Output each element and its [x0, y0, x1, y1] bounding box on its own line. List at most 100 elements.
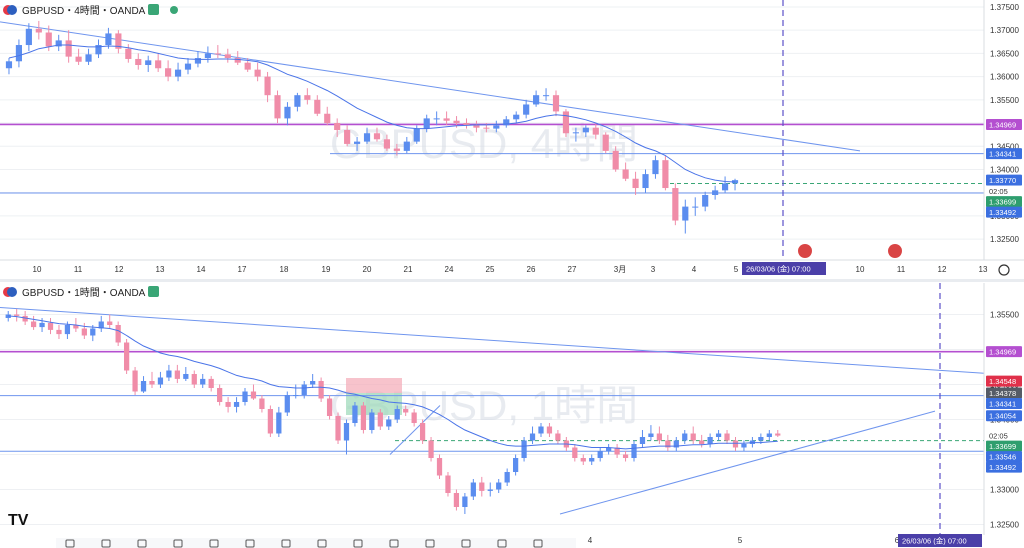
top-time-axis[interactable]: 10 11 12 13 14 17 18 19 20 21 24 25 26 27 3月 3 4 5 10 11 12 1… [0, 261, 1024, 279]
price-badge-purple-level[interactable]: 1.34969 [986, 346, 1022, 358]
price-badge-red-level[interactable]: 1.34548 [986, 375, 1022, 387]
candle-body [572, 447, 578, 458]
trend-line-icon[interactable] [173, 539, 183, 548]
fib-icon[interactable] [209, 539, 219, 548]
candle-body [373, 133, 381, 140]
price-badge-green-level[interactable]: 1.33699 [986, 440, 1022, 452]
price-badge-purple-level[interactable]: 1.34969 [986, 118, 1022, 130]
text-icon[interactable] [281, 539, 291, 548]
candle-body [672, 188, 679, 221]
position-target-zone[interactable] [346, 393, 402, 415]
position-stop-zone[interactable] [346, 378, 402, 393]
candle-body [343, 423, 350, 441]
price-tick-label: 1.32500 [990, 235, 1019, 244]
cursor-icon[interactable] [65, 539, 75, 548]
candle-body [14, 314, 20, 316]
price-badge-background [986, 346, 1022, 358]
candle-body [30, 321, 37, 328]
candle-body [538, 426, 544, 434]
price-badge-blue-level-1[interactable]: 1.34341 [986, 398, 1022, 410]
measure-icon[interactable] [353, 539, 363, 548]
price-tick-label: 1.34000 [990, 165, 1019, 174]
time-cursor-badge[interactable]: 26/03/06 (金) 07:00 [898, 534, 982, 547]
price-badge-background [986, 206, 1022, 218]
lock-icon[interactable] [461, 539, 471, 548]
time-cursor-badge[interactable]: 26/03/06 (金) 07:00 [742, 262, 826, 275]
us-event-icon[interactable] [798, 244, 812, 258]
ascending-trend-line[interactable] [389, 405, 441, 455]
candle-body [473, 125, 480, 128]
candle-body [724, 433, 730, 441]
trash-icon[interactable] [533, 539, 543, 548]
settings-icon[interactable] [998, 264, 1010, 276]
drawing-toolbar [56, 538, 576, 548]
candle-body [648, 433, 654, 437]
candle-body [276, 412, 282, 434]
price-badge-background [986, 174, 1022, 186]
price-badge-blue-level-4[interactable]: 1.33546 [986, 451, 1022, 463]
top-price-axis[interactable]: 1.375001.370001.365001.360001.355001.350… [983, 0, 1024, 260]
price-badge-current-price[interactable]: 1.33770 [986, 174, 1022, 186]
candle-body [95, 45, 102, 55]
price-badge-countdown[interactable]: 02:05 [986, 185, 1022, 197]
price-badge-blue-level-3[interactable]: 1.34054 [986, 410, 1022, 422]
candle-body [592, 127, 599, 135]
top-legend: GBPUSD・4時間・OANDA [3, 4, 178, 17]
candle-body [732, 440, 739, 448]
candle-body [155, 60, 162, 69]
magnet-icon[interactable] [425, 539, 435, 548]
descending-trend-line[interactable] [0, 21, 861, 152]
candle-body [479, 482, 485, 491]
candle-body [334, 123, 341, 130]
price-badge-gray-level[interactable]: 1.34378 [986, 387, 1022, 399]
panel-separator[interactable] [0, 279, 1024, 282]
descending-trend-line[interactable] [0, 307, 985, 374]
candle-body [165, 68, 172, 77]
us-event-icon[interactable] [888, 244, 902, 258]
price-badge-label: 1.34054 [989, 412, 1016, 421]
eye-icon[interactable] [497, 539, 507, 548]
price-badge-background [986, 461, 1022, 473]
time-badge-label: 26/03/06 (金) 07:00 [902, 536, 967, 546]
candle-body [22, 315, 28, 322]
price-badge-blue-level-1[interactable]: 1.34341 [986, 148, 1022, 160]
candle-body [314, 99, 321, 114]
top-symbol-label: GBPUSD・4時間・OANDA [22, 5, 146, 17]
candle-body [301, 384, 307, 395]
ascending-trend-line[interactable] [559, 410, 936, 515]
candle-body [419, 423, 426, 441]
bottom-price-axis[interactable]: 1.355001.350001.345001.340001.335001.330… [983, 283, 1024, 535]
market-open-flag-icon[interactable] [148, 4, 159, 15]
candle-body [582, 127, 589, 133]
bottom-drawings[interactable] [0, 283, 985, 535]
time-tick-label: 5 [734, 265, 739, 274]
price-badge-green-level[interactable]: 1.33699 [986, 196, 1022, 208]
candle-body [612, 150, 619, 170]
zoom-icon[interactable] [389, 539, 399, 548]
candle-body [369, 412, 375, 430]
time-badge-background [742, 262, 826, 275]
candle-body [25, 28, 32, 46]
candle-body [73, 325, 79, 329]
candle-body [529, 433, 536, 441]
brush-icon[interactable] [245, 539, 255, 548]
candle-body [413, 128, 420, 142]
bottom-time-axis[interactable]: 4 5 6 26/03/06 (金) 07:00 [588, 534, 982, 547]
pattern-icon[interactable] [317, 539, 327, 548]
crosshair-icon[interactable] [101, 539, 111, 548]
market-open-flag-icon[interactable] [148, 286, 159, 297]
price-axis-background[interactable] [984, 0, 1024, 260]
candle-body [463, 123, 470, 126]
price-badge-label: 1.33770 [989, 176, 1016, 185]
candle-body [5, 61, 13, 69]
bottom-moving-average [8, 315, 778, 450]
price-badge-label: 1.34341 [989, 150, 1016, 159]
price-badge-blue-level-2[interactable]: 1.33492 [986, 206, 1022, 218]
candle-body [377, 412, 383, 427]
candle-body [250, 391, 257, 399]
candle-body [403, 141, 410, 151]
rectangle-icon[interactable] [137, 539, 147, 548]
price-badge-blue-level-2[interactable]: 1.33492 [986, 461, 1022, 473]
price-badge-countdown[interactable]: 02:05 [986, 430, 1022, 442]
